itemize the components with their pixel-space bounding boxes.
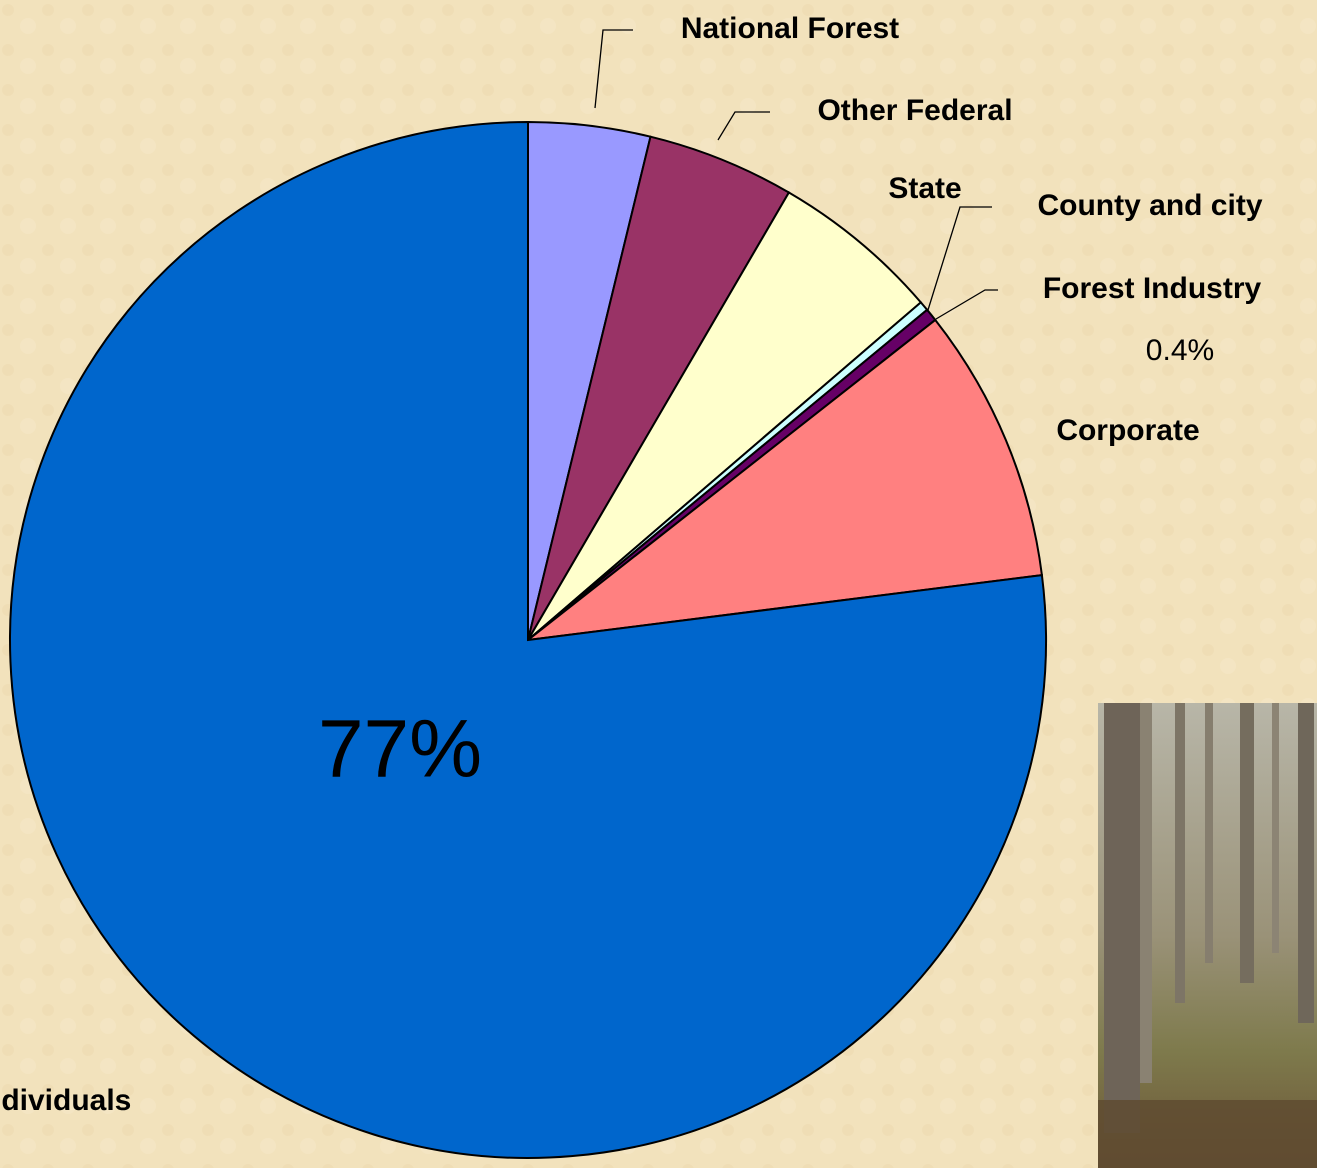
category-label: Other Federal (817, 94, 1012, 127)
category-label: Individuals (0, 1084, 131, 1117)
category-label: National Forest (681, 12, 899, 45)
category-label: County and city (1037, 189, 1262, 222)
value-label: 77% (318, 704, 482, 795)
category-label: State (888, 172, 961, 205)
category-label: Forest Industry (1043, 272, 1262, 305)
page: {"chart_data": {"type": "pie", "categori… (0, 0, 1317, 1168)
category-label: Corporate (1056, 414, 1199, 447)
value-label: 0.4% (1146, 334, 1214, 367)
forest-photo (1098, 703, 1317, 1168)
chart: National Forest Other Federal State County … (0, 0, 1317, 1168)
